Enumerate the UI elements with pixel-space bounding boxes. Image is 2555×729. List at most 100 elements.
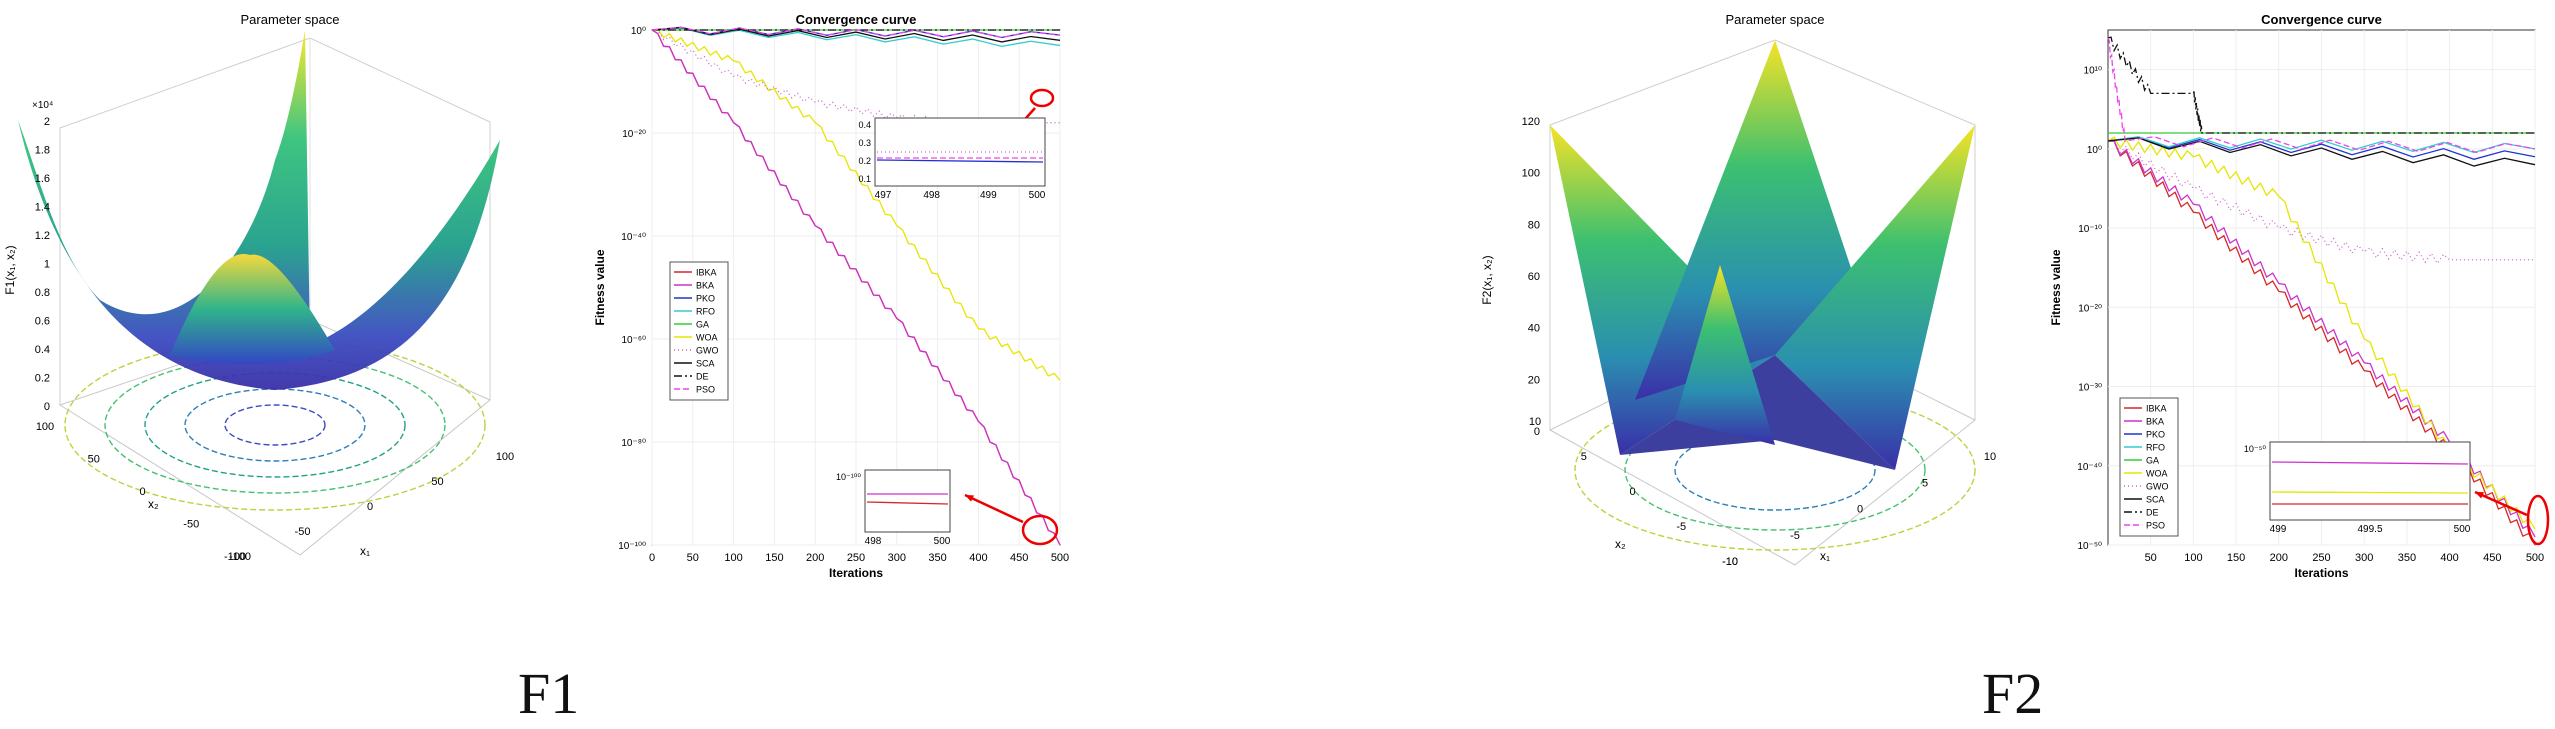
f1-conv-series-rfo <box>651 27 1061 47</box>
f1-z-label: F1(x₁, x₂) <box>3 245 17 294</box>
f2-conv-y-tick-label: 10⁰ <box>2087 145 2102 156</box>
f1-conv-x-tick-label: 350 <box>928 552 946 564</box>
f1-z-tick-label: 0.6 <box>35 316 50 328</box>
f1-conv-y-axis-label: Fitness value <box>593 249 607 325</box>
f2-x-label: x₁ <box>1820 549 1830 563</box>
f1-conv-y-tick-label: 10⁻²⁰ <box>622 129 646 140</box>
f1-caption: F1 <box>518 661 580 726</box>
f1-conv-x-tick-label: 400 <box>969 552 987 564</box>
f2-x-tick-label: -10 <box>1722 556 1738 568</box>
f1-conv-y-tick-label: 10⁰ <box>631 26 646 37</box>
f1-conv-inset-x-tick: 500 <box>934 536 951 547</box>
f1-x-tick-label: 0 <box>367 501 373 513</box>
f1-conv-series-gwo <box>651 29 1060 127</box>
f2-conv-y-tick-label: 10¹⁰ <box>2084 66 2102 77</box>
f2-conv-y-tick-label: 10⁻⁵⁰ <box>2077 541 2102 552</box>
f1-conv-inset-y-tick: 0.1 <box>858 174 871 184</box>
f2-surface-panel: Parameter space 0 20 40 60 80 100 120 F2(x₁, x… <box>1475 0 2035 600</box>
f2-conv-legend-item: WOA <box>2146 469 2168 479</box>
f2-z-tick-label: 60 <box>1528 271 1540 283</box>
f2-conv-y-axis-label: Fitness value <box>2049 249 2063 325</box>
f2-conv-x-tick-label: 500 <box>2526 552 2544 564</box>
f2-convergence-panel: Convergence curve 50 100 150 200 250 300 350 400… <box>2045 0 2555 600</box>
f2-conv-highlight-arrow <box>2474 490 2528 517</box>
f2-z-tick-label: 0 <box>1534 426 1540 438</box>
f1-conv-x-tick-label: 150 <box>765 552 783 564</box>
f2-z-tick-label: 20 <box>1528 374 1540 386</box>
f2-conv-x-tick-label: 200 <box>2270 552 2288 564</box>
f1-y-tick-label: -50 <box>183 519 199 531</box>
f2-conv-series-de <box>2107 36 2535 134</box>
f1-conv-x-tick-label: 0 <box>649 552 655 564</box>
f1-y-tick-label: 0 <box>139 486 145 498</box>
f1-y-tick-label: 100 <box>36 421 54 433</box>
f2-z-tick-label: 120 <box>1522 116 1540 128</box>
f1-y-tick-label: 50 <box>88 454 100 466</box>
f1-z-tick-label: 1 <box>44 259 50 271</box>
f2-y-tick-label: -5 <box>1676 521 1686 533</box>
f2-z-tick-label: 80 <box>1528 219 1540 231</box>
f1-conv-inset-y-tick: 10⁻¹⁰⁰ <box>836 472 861 482</box>
f1-conv-series-sca <box>651 26 1061 43</box>
f2-conv-x-axis-label: Iterations <box>2294 566 2348 580</box>
f1-z-tick-label: 2 <box>44 116 50 128</box>
f2-conv-inset-x-tick: 499.5 <box>2357 524 2382 535</box>
f1-conv-x-tick-label: 200 <box>806 552 824 564</box>
f1-z-exponent: ×10⁴ <box>32 100 53 111</box>
f2-x-tick-label: 5 <box>1922 477 1928 489</box>
f2-conv-legend-item: DE <box>2146 508 2159 518</box>
f1-conv-inset-x-tick: 498 <box>923 190 940 201</box>
f1-x-tick-label: 50 <box>431 476 443 488</box>
f1-conv-x-tick-label: 50 <box>687 552 699 564</box>
f1-conv-arrow-head <box>965 495 974 502</box>
f2-conv-y-tick-label: 10⁻⁴⁰ <box>2077 462 2102 473</box>
f1-surface-title: Parameter space <box>241 12 340 27</box>
f1-conv-inset-x-tick: 497 <box>875 190 892 201</box>
f2-conv-zoom-inset: 499 499.5 500 10⁻⁵⁰ <box>2244 441 2471 535</box>
f1-conv-x-tick-label: 300 <box>888 552 906 564</box>
f2-y-tick-label: -10 <box>1722 556 1738 568</box>
f1-conv-series-pso <box>651 26 1061 39</box>
f2-conv-legend-item: IBKA <box>2146 404 2167 414</box>
f1-conv-legend-item: PSO <box>696 385 715 395</box>
f1-conv-x-tick-label: 250 <box>847 552 865 564</box>
f1-conv-legend-item: GA <box>696 320 709 330</box>
f1-x-tick-label: 100 <box>496 451 514 463</box>
f2-z-tick-label: 100 <box>1522 168 1540 180</box>
f2-z-tick-label: 40 <box>1528 323 1540 335</box>
f1-conv-legend-item: PKO <box>696 294 715 304</box>
f2-conv-arrow-head <box>2475 492 2484 499</box>
f1-conv-y-tick-label: 10⁻⁸⁰ <box>621 438 646 449</box>
f2-y-label: x₂ <box>1615 537 1626 551</box>
f1-conv-highlight-circle <box>1021 514 1059 546</box>
f1-conv-legend-item: GWO <box>696 346 719 356</box>
f1-z-tick-label: 1.2 <box>35 230 50 242</box>
f1-conv-legend-item: WOA <box>696 333 718 343</box>
f2-conv-x-tick-label: 50 <box>2145 552 2157 564</box>
f1-z-tick-label: 0.4 <box>35 344 50 356</box>
f1-conv-inset-x-tick: 498 <box>865 536 882 547</box>
f1-z-tick-label: 1.6 <box>35 173 50 185</box>
f2-conv-highlight-circle <box>2526 494 2550 546</box>
f2-conv-x-tick-label: 450 <box>2483 552 2501 564</box>
f1-x-tick-label: -50 <box>295 526 311 538</box>
f2-conv-legend-item: SCA <box>2146 495 2165 505</box>
f1-surface-plot: Parameter space 0 0.2 0.4 0.6 0.8 1 1.2 1.4 1.6 1… <box>3 12 514 563</box>
f2-surface-title: Parameter space <box>1726 12 1825 27</box>
f2-conv-x-tick-label: 250 <box>2312 552 2330 564</box>
f2-conv-x-tick-label: 350 <box>2398 552 2416 564</box>
f2-conv-inset-x-tick: 499 <box>2270 524 2287 535</box>
f2-conv-legend-item: RFO <box>2146 443 2165 453</box>
f2-convergence-chart: Convergence curve 50 100 150 200 250 300 350 400… <box>2049 12 2550 580</box>
f1-z-tick-label: 1.4 <box>35 202 50 214</box>
f1-conv-legend-item: DE <box>696 372 709 382</box>
f2-y-tick-label: 5 <box>1581 451 1587 463</box>
f1-conv-legend-item: SCA <box>696 359 715 369</box>
f2-conv-series-pso <box>2107 37 2536 154</box>
f2-conv-series-sca <box>2107 137 2536 167</box>
f1-convergence-panel: Convergence curve 0 50 100 150 200 250 300 350 40… <box>575 0 1075 600</box>
f1-conv-legend-item: BKA <box>696 281 714 291</box>
f1-conv-inset-x-tick: 499 <box>980 190 997 201</box>
f1-conv-legend-item: RFO <box>696 307 715 317</box>
f1-z-tick-label: 0 <box>44 401 50 413</box>
